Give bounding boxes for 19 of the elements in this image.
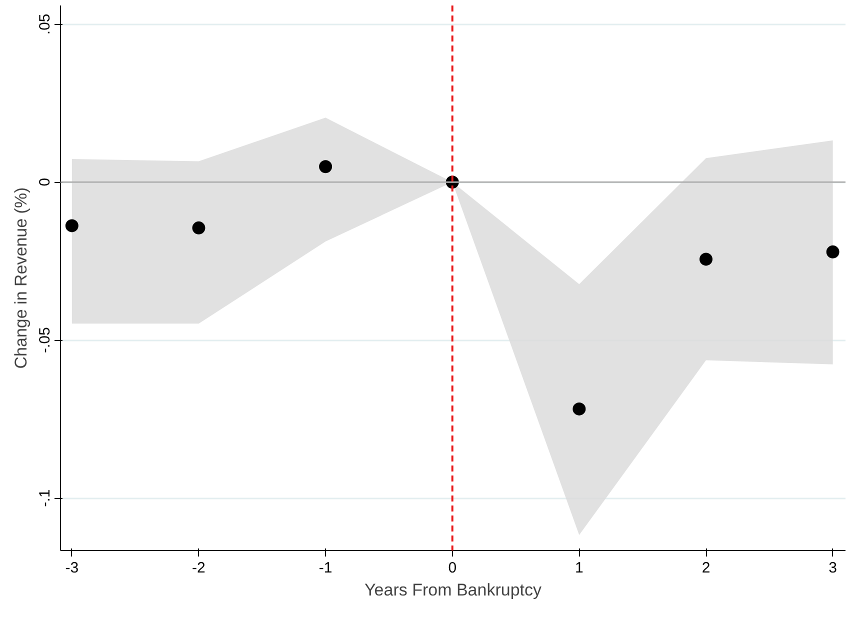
y-tick-label: .05 [36,14,54,35]
x-tick-label: 2 [702,560,710,576]
x-tick-label: 1 [575,560,584,576]
x-tick-label: -1 [318,560,332,576]
x-tick-label: -3 [65,560,79,576]
point [65,219,78,232]
x-axis-title: Years From Bankruptcy [364,580,542,600]
point [192,221,206,234]
x-tick-label: -2 [192,560,206,576]
y-tick-label: 0 [36,178,54,186]
x-tick-label: 3 [828,560,837,576]
y-axis-title: Change in Revenue (%) [12,187,30,369]
y-tick-label: -.1 [36,489,54,507]
point [572,402,586,416]
point [826,245,840,258]
point [319,160,332,174]
y-tick-label: -.05 [36,327,54,354]
point [700,252,712,266]
x-tick-label: 0 [448,560,457,576]
